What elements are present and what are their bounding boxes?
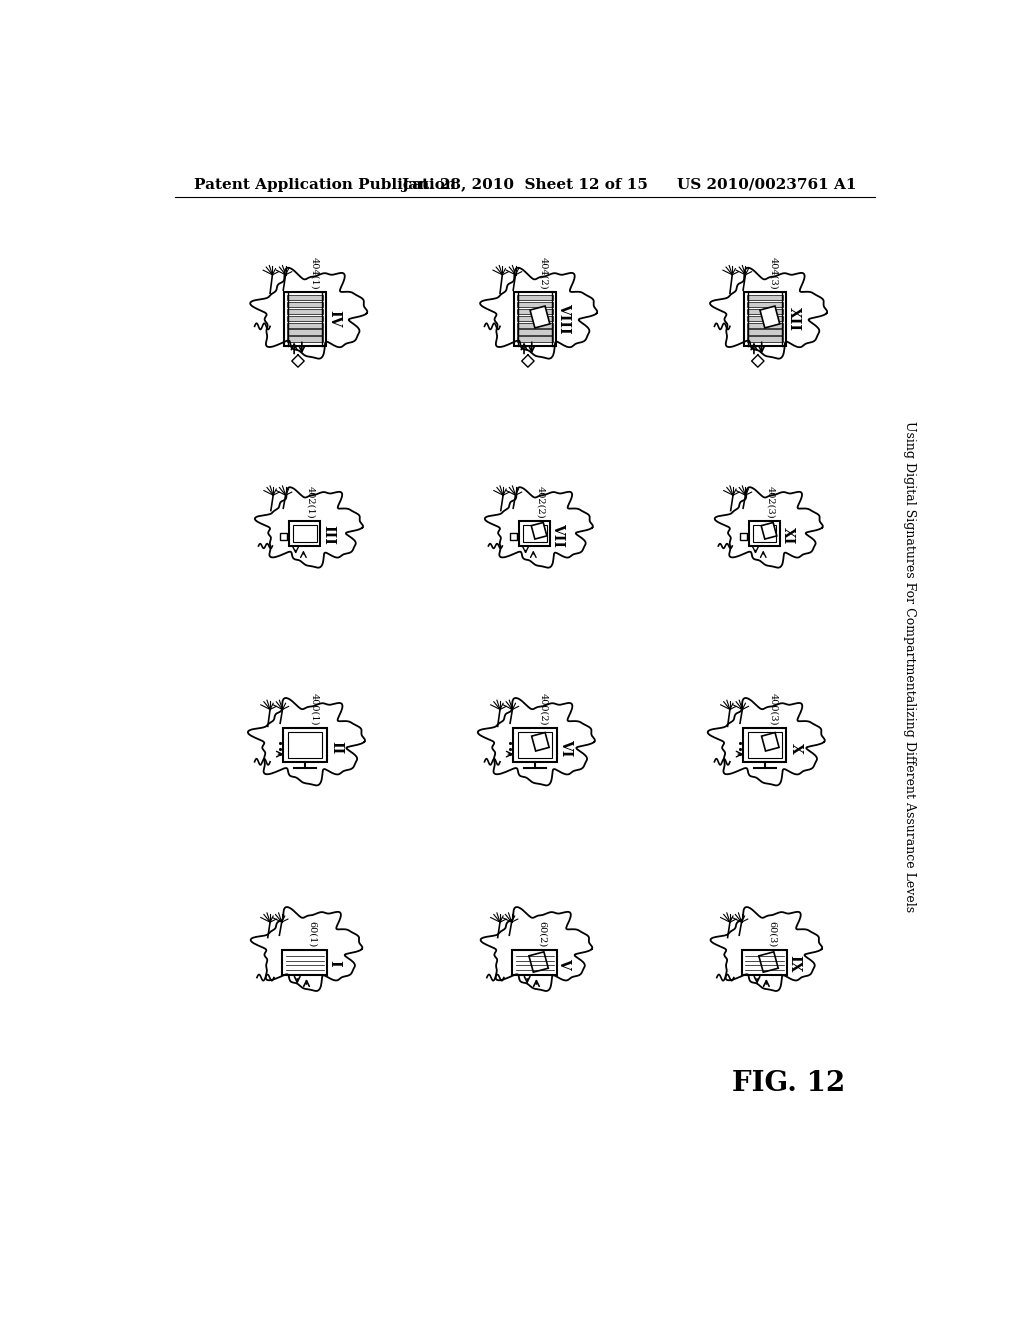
Bar <box>742 950 787 974</box>
Text: V: V <box>557 958 571 969</box>
Bar <box>529 952 548 973</box>
Bar <box>284 292 326 346</box>
Bar <box>517 337 553 342</box>
Bar <box>517 309 553 314</box>
Text: 402(3): 402(3) <box>767 487 775 519</box>
Text: VII: VII <box>551 523 565 548</box>
Text: II: II <box>329 742 343 755</box>
Bar <box>281 533 287 540</box>
Bar <box>519 521 550 546</box>
Bar <box>287 302 323 308</box>
Bar <box>510 533 517 540</box>
Text: 60(1): 60(1) <box>308 920 317 946</box>
Bar <box>746 302 782 308</box>
Text: VIII: VIII <box>557 304 571 334</box>
Bar <box>743 727 786 762</box>
Bar <box>748 731 782 758</box>
Text: 404(1): 404(1) <box>309 257 318 289</box>
Text: 400(2): 400(2) <box>540 693 549 726</box>
Bar <box>746 309 782 314</box>
Text: IV: IV <box>328 310 341 327</box>
Bar <box>293 525 316 543</box>
Bar <box>746 322 782 327</box>
Bar <box>760 306 779 327</box>
Text: 402(1): 402(1) <box>306 487 315 519</box>
Bar <box>283 950 328 974</box>
Text: FIG. 12: FIG. 12 <box>732 1071 846 1097</box>
Bar <box>523 525 547 543</box>
Bar <box>290 521 321 546</box>
Bar <box>518 731 552 758</box>
Text: X: X <box>788 743 803 754</box>
Bar <box>287 330 323 335</box>
Bar <box>288 731 322 758</box>
Text: 404(2): 404(2) <box>540 257 549 289</box>
Bar <box>531 733 549 751</box>
Bar <box>762 733 779 751</box>
Text: 402(2): 402(2) <box>537 487 546 519</box>
Bar <box>759 952 778 973</box>
Text: 400(1): 400(1) <box>309 693 318 726</box>
Bar <box>746 330 782 335</box>
Bar <box>512 950 557 974</box>
Bar <box>530 306 550 327</box>
Bar <box>517 330 553 335</box>
Bar <box>740 533 746 540</box>
Bar <box>746 337 782 342</box>
Bar <box>746 294 782 300</box>
Bar <box>513 727 557 762</box>
Text: US 2010/0023761 A1: US 2010/0023761 A1 <box>677 178 856 191</box>
Bar <box>287 309 323 314</box>
Bar <box>743 292 785 346</box>
Bar <box>517 294 553 300</box>
Bar <box>284 727 327 762</box>
Text: XII: XII <box>787 306 801 330</box>
Bar <box>761 523 777 539</box>
Text: Using Digital Signatures For Compartmentalizing Different Assurance Levels: Using Digital Signatures For Compartment… <box>903 421 915 912</box>
Text: IX: IX <box>787 956 801 973</box>
Bar <box>517 315 553 321</box>
Bar <box>287 337 323 342</box>
Bar <box>746 315 782 321</box>
Bar <box>531 523 547 539</box>
Text: 404(3): 404(3) <box>770 257 778 289</box>
Bar <box>754 525 776 543</box>
Text: III: III <box>322 525 335 545</box>
Bar <box>287 315 323 321</box>
Bar <box>750 521 780 546</box>
Bar <box>517 302 553 308</box>
Bar <box>287 322 323 327</box>
Text: Patent Application Publication: Patent Application Publication <box>194 178 456 191</box>
Bar <box>517 322 553 327</box>
Text: XI: XI <box>781 527 795 544</box>
Text: 60(2): 60(2) <box>539 920 547 946</box>
Text: 400(3): 400(3) <box>770 693 778 726</box>
Bar <box>514 292 556 346</box>
Text: VI: VI <box>559 739 572 756</box>
Text: I: I <box>328 961 341 968</box>
Text: 60(3): 60(3) <box>768 920 777 946</box>
Bar <box>287 294 323 300</box>
Text: Jan. 28, 2010  Sheet 12 of 15: Jan. 28, 2010 Sheet 12 of 15 <box>401 178 648 191</box>
